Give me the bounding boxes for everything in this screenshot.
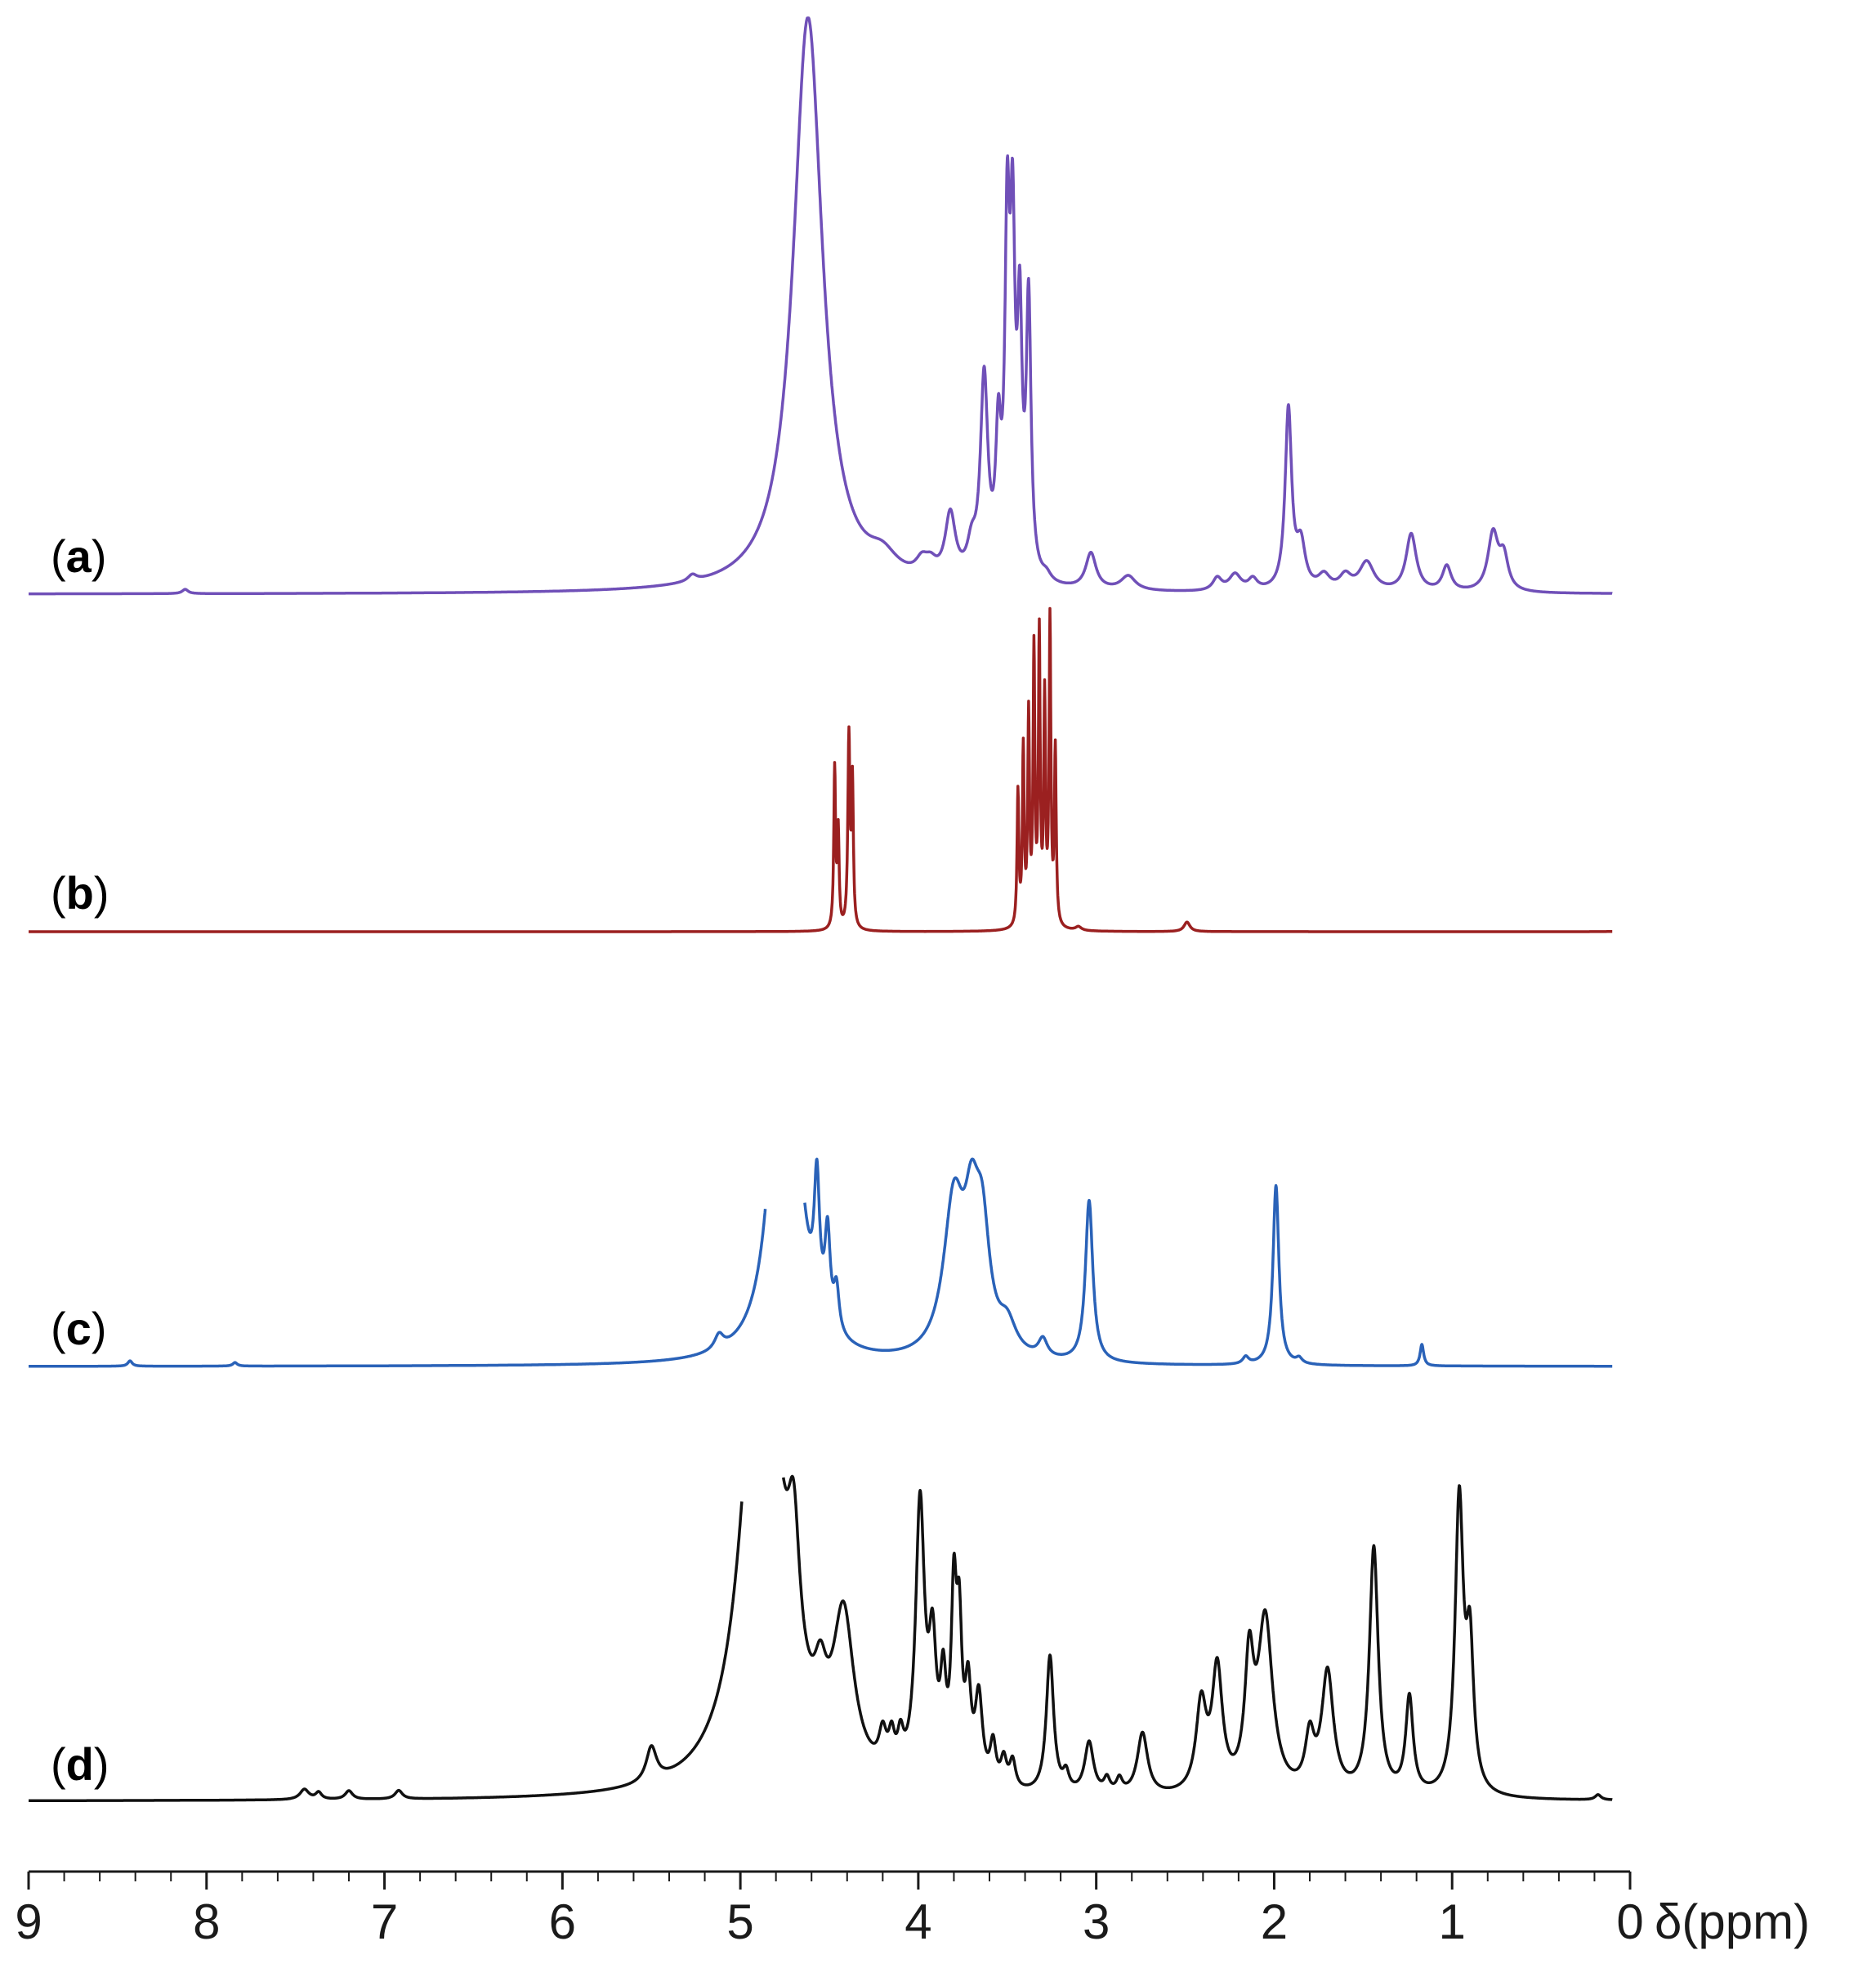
spectrum-labels: (a) (b) (c) (d) [51,530,109,1790]
tick-label-2: 2 [1261,1894,1288,1949]
ppm-axis-title: δ(ppm) [1655,1894,1810,1949]
spectrum-trace-a [27,16,1614,596]
spectrum-label-a: (a) [51,530,106,582]
tick-label-1: 1 [1439,1894,1466,1949]
spectrum-label-d: (d) [51,1738,109,1790]
spectrum-trace-d [27,1474,1614,1803]
tick-label-6: 6 [549,1894,576,1949]
spectrum-label-b: (b) [51,867,109,919]
spectrum-trace-b [27,606,1614,933]
spectrum-trace-c [27,1157,1614,1368]
tick-label-7: 7 [371,1894,398,1949]
tick-label-0: 0 [1616,1894,1643,1949]
tick-label-5: 5 [726,1894,753,1949]
spectrum-label-c: (c) [51,1303,106,1354]
tick-label-3: 3 [1083,1894,1110,1949]
tick-label-8: 8 [193,1894,220,1949]
ppm-axis-ticks: 9 8 7 6 5 4 3 2 1 0 [15,1872,1644,1949]
tick-label-4: 4 [904,1894,931,1949]
spectra-traces [27,16,1614,1803]
ppm-axis: 9 8 7 6 5 4 3 2 1 0 δ(ppm) [15,1870,1810,1949]
tick-label-9: 9 [15,1894,42,1949]
